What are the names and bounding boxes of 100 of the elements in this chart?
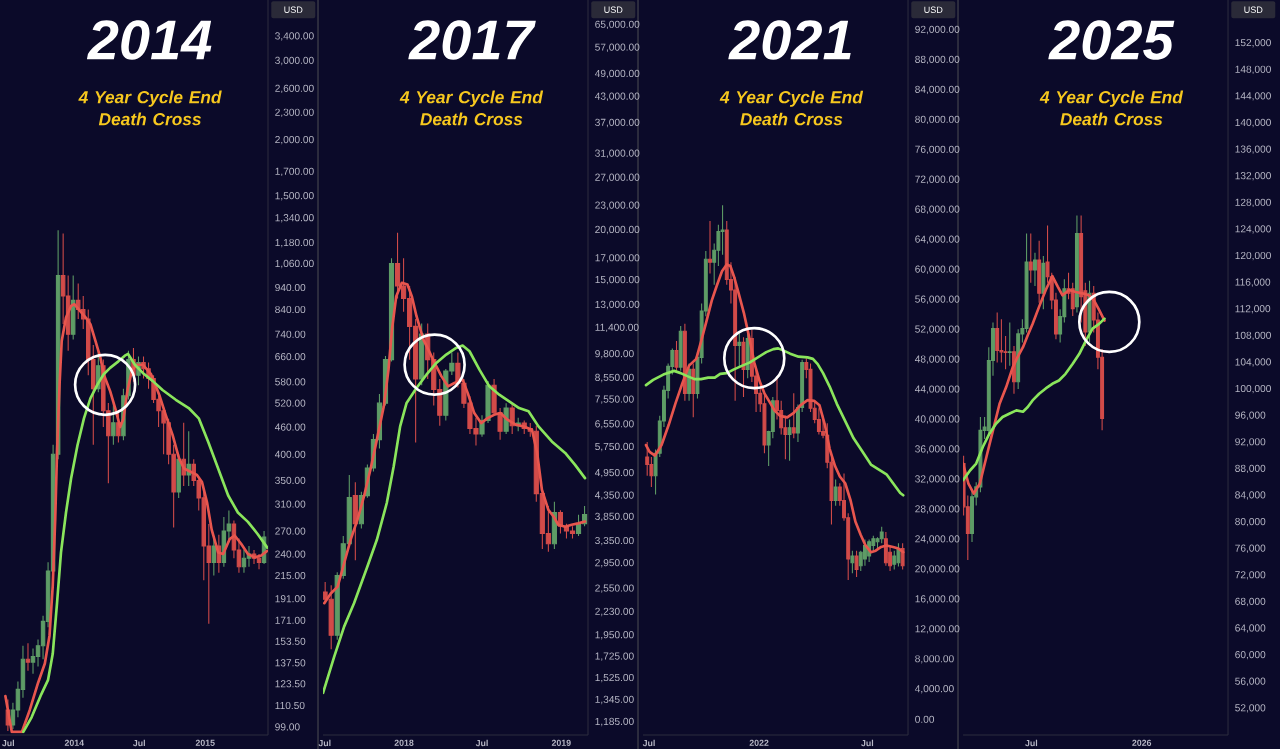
x-tick-label: Jul <box>861 739 874 747</box>
y-tick-label: 17,000.00 <box>595 254 640 263</box>
y-tick-label: 140,000 <box>1235 118 1271 128</box>
y-tick-label: 148,000 <box>1235 65 1271 75</box>
text: 4 Year Cycle End Death Cross <box>399 90 544 126</box>
x-tick-label: Jul <box>1025 739 1038 747</box>
y-tick-label: 270.00 <box>275 527 306 535</box>
y-tick-label: 7,550.00 <box>595 395 634 404</box>
y-axis-title: USD <box>284 6 303 13</box>
y-tick-label: 3,000.00 <box>275 56 314 66</box>
chart-title: 2017 <box>408 20 536 60</box>
y-tick-label: 49,000.00 <box>594 69 640 79</box>
y-tick-label: 400.00 <box>274 450 306 458</box>
y-tick-label: 1,185.00 <box>595 717 634 727</box>
y-tick-label: 240.00 <box>275 550 306 558</box>
y-tick-label: 2,950.00 <box>595 559 634 568</box>
y-tick-label: 940.00 <box>275 283 306 292</box>
y-tick-label: 108,000 <box>1235 331 1271 341</box>
y-tick-label: 27,000.00 <box>595 173 640 182</box>
y-tick-label: 20,000.00 <box>915 565 960 574</box>
y-tick-label: 191.00 <box>275 595 306 603</box>
y-tick-label: 2,600.00 <box>275 84 314 94</box>
y-tick-label: 5,750.00 <box>595 442 634 452</box>
y-tick-label: 110.50 <box>275 701 305 710</box>
y-tick-label: 99.00 <box>275 723 300 731</box>
y-tick-label: 65,000.00 <box>595 20 640 30</box>
y-tick-label: 112,000 <box>1235 305 1271 314</box>
x-tick-label: Jul <box>475 739 488 747</box>
y-tick-label: 4,950.00 <box>594 468 634 478</box>
y-tick-label: 36,000.00 <box>915 445 960 454</box>
y-tick-label: 460.00 <box>274 423 306 431</box>
y-tick-label: 88,000.00 <box>915 55 960 65</box>
y-tick-label: 80,000 <box>1235 517 1266 527</box>
x-tick-label: Jul <box>2 739 14 747</box>
y-tick-label: 9,800.00 <box>595 350 634 359</box>
y-tick-label: 2,000.00 <box>275 135 314 145</box>
y-tick-label: 8,550.00 <box>595 373 634 383</box>
y-tick-label: 6,550.00 <box>595 420 634 429</box>
y-tick-label: 64,000 <box>1235 624 1266 633</box>
y-tick-label: 2,230.00 <box>595 607 634 617</box>
x-tick-label: 2015 <box>195 739 215 746</box>
y-tick-label: 1,500.00 <box>275 192 314 201</box>
y-tick-label: 24,000.00 <box>915 535 960 544</box>
y-tick-label: 12,000.00 <box>915 625 960 634</box>
y-tick-label: 0.00 <box>915 715 935 723</box>
y-tick-label: 43,000.00 <box>594 92 640 101</box>
y-tick-label: 120,000 <box>1235 251 1271 261</box>
y-tick-label: 116,000 <box>1235 278 1271 287</box>
y-tick-label: 13,000.00 <box>595 300 640 310</box>
y-axis-title: USD <box>924 6 943 13</box>
chart-title: 2014 <box>86 20 212 60</box>
x-tick-label: 2019 <box>551 739 571 746</box>
y-tick-label: 2,300.00 <box>275 108 314 118</box>
y-tick-label: 4,350.00 <box>594 491 634 500</box>
y-tick-label: 32,000.00 <box>915 475 960 484</box>
y-tick-label: 1,345.00 <box>595 695 634 705</box>
y-tick-label: 660.00 <box>275 352 306 361</box>
y-axis-title: USD <box>604 6 623 13</box>
y-tick-label: 92,000.00 <box>915 25 960 35</box>
y-tick-label: 1,725.00 <box>595 652 634 661</box>
y-tick-label: 1,180.00 <box>275 238 314 248</box>
y-tick-label: 137.50 <box>275 659 306 667</box>
y-tick-label: 124,000 <box>1235 225 1271 234</box>
y-tick-label: 1,700.00 <box>275 167 314 177</box>
y-tick-label: 1,525.00 <box>595 673 634 683</box>
y-tick-label: 1,950.00 <box>595 631 634 640</box>
y-tick-label: 16,000.00 <box>915 595 960 604</box>
y-tick-label: 84,000.00 <box>915 85 960 95</box>
x-tick-label: 2018 <box>394 739 414 746</box>
y-tick-label: 72,000.00 <box>915 175 960 184</box>
y-tick-label: 3,400.00 <box>275 32 314 41</box>
y-tick-label: 132,000 <box>1235 172 1271 181</box>
chart-title: 2021 <box>728 20 851 60</box>
chart-title: 2025 <box>1048 20 1175 60</box>
y-tick-label: 68,000.00 <box>915 205 960 214</box>
text: 4 Year Cycle End Death Cross <box>719 90 864 126</box>
y-tick-label: 128,000 <box>1235 198 1271 208</box>
y-axis-title: USD <box>1244 6 1263 13</box>
y-tick-label: 840.00 <box>275 305 306 314</box>
x-tick-label: 2022 <box>749 739 769 746</box>
x-tick-label: Jul <box>318 739 331 747</box>
y-tick-label: 23,000.00 <box>595 201 640 210</box>
y-tick-label: 56,000.00 <box>915 295 960 304</box>
y-tick-label: 56,000 <box>1235 677 1266 686</box>
x-tick-label: 2026 <box>1132 739 1152 746</box>
y-tick-label: 52,000 <box>1235 704 1266 713</box>
y-tick-label: 72,000 <box>1235 571 1266 580</box>
y-tick-label: 1,060.00 <box>275 259 314 269</box>
x-tick-label: Jul <box>642 739 655 747</box>
y-tick-label: 88,000 <box>1235 464 1266 474</box>
y-tick-label: 76,000 <box>1235 544 1266 553</box>
y-tick-label: 3,350.00 <box>595 536 634 546</box>
y-tick-label: 96,000 <box>1235 411 1266 420</box>
y-tick-label: 37,000.00 <box>595 118 640 128</box>
y-tick-label: 4,000.00 <box>914 685 954 694</box>
y-tick-label: 57,000.00 <box>595 43 640 52</box>
y-tick-label: 28,000.00 <box>915 505 960 514</box>
y-tick-label: 144,000 <box>1235 92 1271 101</box>
y-tick-label: 8,000.00 <box>915 655 954 664</box>
y-tick-label: 31,000.00 <box>595 149 640 158</box>
